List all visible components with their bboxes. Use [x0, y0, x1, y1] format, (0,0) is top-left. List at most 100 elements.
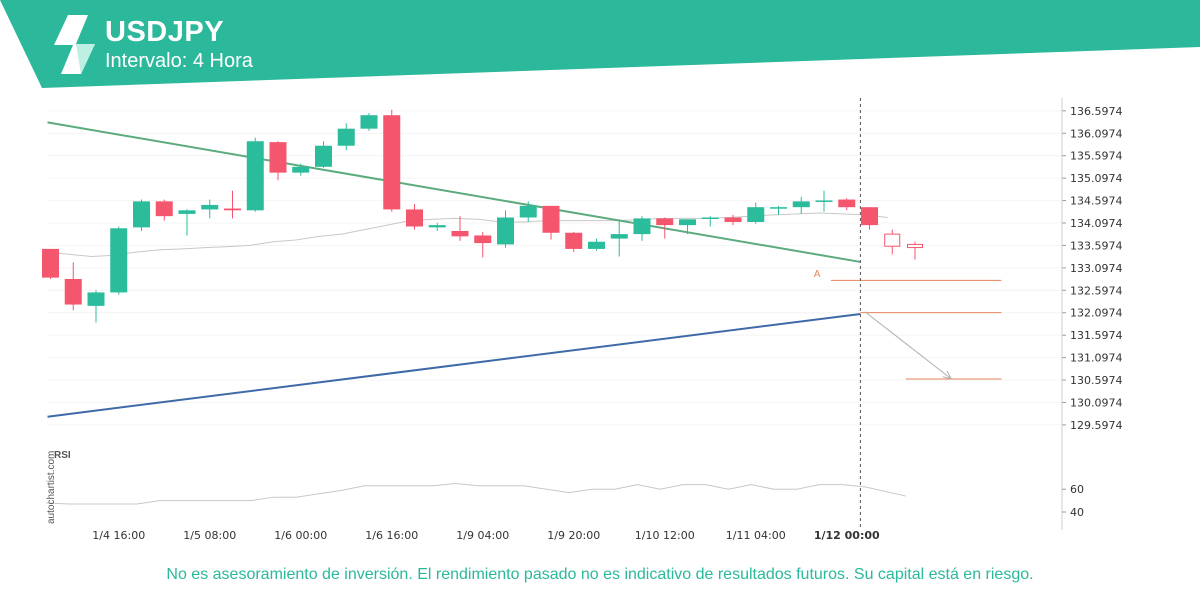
candle-body [679, 219, 696, 226]
bearish-candle [861, 207, 878, 230]
candle-body [815, 200, 833, 202]
candle-body [770, 207, 787, 209]
header-banner [0, 0, 1200, 88]
bearish-candle [656, 217, 674, 239]
bearish-candle [565, 231, 583, 253]
time-tick-label: 1/12 00:00 [814, 529, 880, 542]
candle-body [633, 218, 651, 235]
candle-body [724, 217, 742, 222]
time-tick-label: 1/10 12:00 [635, 529, 695, 542]
price-tick-label: 129.5974 [1070, 419, 1123, 432]
bullish-candle [588, 238, 605, 251]
support-trendline [47, 312, 861, 418]
bullish-candle [770, 205, 787, 215]
candle-body [792, 201, 810, 208]
price-tick-label: 135.0974 [1070, 172, 1123, 185]
header-background [0, 0, 1200, 88]
price-tick-label: 135.5974 [1070, 150, 1123, 163]
price-chart: A 136.5974 136.0974 135.5974 135.0974 134.59… [42, 98, 1123, 542]
candle-body [497, 217, 514, 245]
pattern-lines [45, 121, 1002, 418]
candle-body [269, 142, 287, 173]
bullish-candle [428, 222, 446, 231]
candle-body [337, 128, 355, 146]
bullish-candle [87, 290, 105, 323]
bearish-candle [838, 198, 856, 211]
price-tick-label: 132.5974 [1070, 284, 1123, 297]
candle-body [861, 207, 878, 226]
rsi-label: RSI [54, 450, 71, 461]
candle-body [201, 204, 219, 210]
time-tick-label: 1/4 16:00 [92, 529, 145, 542]
candle-body [292, 166, 310, 173]
candle-body [747, 207, 765, 222]
time-tick-label: 1/6 00:00 [274, 529, 327, 542]
price-tick-label: 133.0974 [1070, 262, 1123, 275]
bullish-candle [701, 216, 719, 227]
forecast-arrow [864, 311, 952, 380]
bullish-candle [178, 209, 196, 236]
bearish-candle [406, 204, 423, 230]
price-tick-label: 136.5974 [1070, 105, 1123, 118]
bullish-candle [315, 141, 332, 168]
price-tick-label: 134.0974 [1070, 217, 1123, 230]
candle-body [224, 208, 241, 211]
bullish-candle [110, 226, 128, 295]
bullish-candle [679, 219, 696, 235]
bearish-candle [224, 190, 241, 219]
time-tick-label: 1/9 20:00 [547, 529, 600, 542]
rsi-tick-label: 40 [1070, 506, 1084, 519]
candle-body [542, 205, 560, 233]
candle-body [884, 233, 901, 247]
price-tick-label: 130.0974 [1070, 396, 1123, 409]
autochartist-logo-icon [54, 15, 95, 74]
candle-body [315, 145, 332, 167]
candle-body [406, 209, 423, 227]
bullish-candle [815, 190, 833, 212]
bullish-candle [246, 137, 264, 212]
candle-body [110, 228, 128, 293]
disclaimer: No es asesoramiento de inversión. El ren… [166, 566, 1034, 583]
time-tick-label: 1/5 08:00 [183, 529, 236, 542]
forecast-candle [884, 229, 901, 255]
candle-body [907, 243, 923, 249]
price-tick-label: 133.5974 [1070, 239, 1123, 252]
bearish-candle [269, 141, 287, 181]
candle-body [87, 292, 105, 306]
time-tick-label: 1/6 16:00 [365, 529, 418, 542]
price-tick-label: 136.0974 [1070, 127, 1123, 140]
price-grid [47, 110, 1062, 426]
pattern-point-label: A [814, 269, 821, 280]
bullish-candle [792, 196, 810, 214]
rsi-panel: RSI 60 40 [45, 450, 1084, 519]
candle-body [519, 205, 537, 218]
candle-body [360, 115, 378, 129]
bearish-candle [383, 109, 401, 212]
candle-body [133, 201, 150, 228]
candle-body [701, 217, 719, 220]
candle-body [610, 234, 628, 239]
price-tick-label: 131.0974 [1070, 352, 1123, 365]
candle-body [155, 201, 173, 217]
candle-body [838, 199, 856, 208]
bearish-candle [155, 199, 173, 221]
bearish-candle [451, 216, 469, 241]
bullish-candle [201, 199, 219, 219]
bullish-candle [519, 201, 537, 222]
watermark: autochartist.com [46, 450, 57, 524]
candle-body [588, 241, 605, 249]
price-tick-label: 131.5974 [1070, 329, 1123, 342]
rsi-tick-label: 60 [1070, 483, 1084, 496]
bearish-candle [64, 262, 82, 311]
price-tick-label: 132.0974 [1070, 307, 1123, 320]
candle-body [383, 115, 401, 210]
bearish-candle [542, 205, 560, 240]
bullish-candle [610, 219, 628, 257]
bullish-candle [633, 216, 651, 241]
time-tick-label: 1/9 04:00 [456, 529, 509, 542]
candle-body [474, 235, 492, 244]
price-tick-label: 130.5974 [1070, 374, 1123, 387]
price-tick-label: 134.5974 [1070, 195, 1123, 208]
candle-body [565, 232, 583, 249]
bullish-candle [747, 202, 765, 224]
